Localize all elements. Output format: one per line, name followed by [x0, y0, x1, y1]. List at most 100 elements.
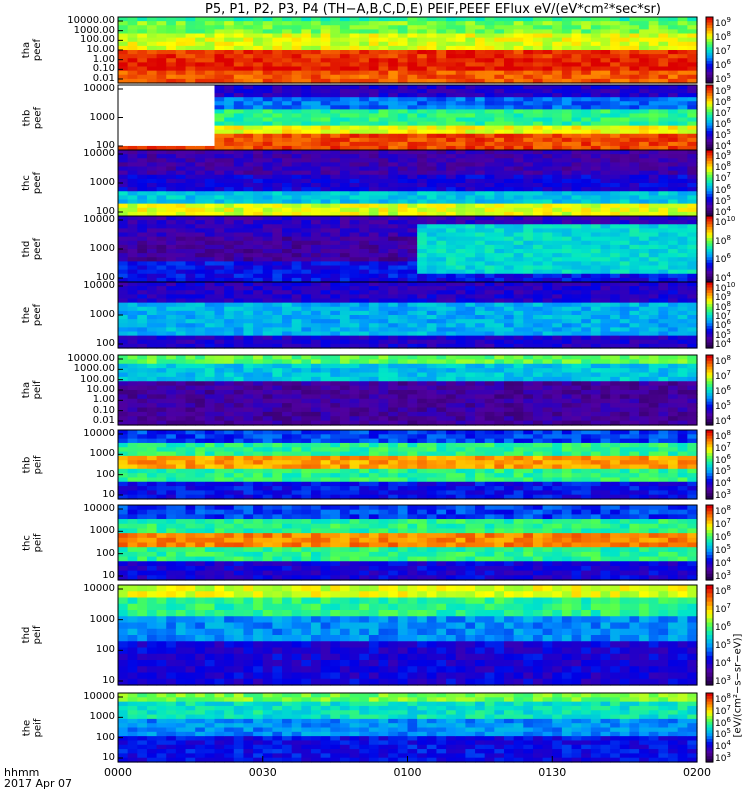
colorbar-step: [706, 265, 713, 269]
heatmap-cell: [127, 17, 138, 22]
heatmap-cell: [513, 133, 524, 139]
heatmap-cell: [523, 174, 534, 180]
heatmap-cell: [301, 21, 312, 26]
heatmap-cell: [494, 33, 505, 39]
heatmap-cell: [330, 101, 341, 106]
heatmap-cell: [214, 37, 225, 43]
heatmap-cell: [175, 211, 187, 217]
heatmap-cell: [301, 97, 312, 102]
heatmap-cell: [407, 150, 418, 155]
heatmap-cell: [262, 41, 273, 47]
colorbar-step: [706, 320, 713, 324]
heatmap-cell: [282, 236, 293, 242]
heatmap-cell: [204, 25, 216, 30]
heatmap-cell: [407, 257, 418, 262]
heatmap-cell: [542, 50, 553, 55]
heatmap-cell: [571, 228, 582, 234]
heatmap-cell: [320, 331, 331, 337]
heatmap-cell: [590, 101, 602, 106]
heatmap-cell: [571, 62, 582, 68]
heatmap-cell: [339, 137, 351, 143]
heatmap-cell: [504, 50, 515, 55]
heatmap-cell: [388, 298, 399, 304]
heatmap-cell: [687, 117, 698, 123]
heatmap-cell: [639, 29, 650, 35]
heatmap-cell: [204, 228, 216, 234]
heatmap-cell: [204, 29, 216, 35]
heatmap-cell: [330, 113, 341, 119]
heatmap-cell: [127, 45, 138, 51]
heatmap-cell: [378, 298, 389, 304]
heatmap-cell: [648, 269, 659, 275]
heatmap-cell: [291, 62, 302, 68]
heatmap-cell: [339, 54, 351, 59]
heatmap-cell: [175, 257, 187, 262]
heatmap-cell: [610, 195, 621, 201]
heatmap-cell: [426, 109, 438, 115]
heatmap-cell: [658, 331, 669, 337]
heatmap-cell: [523, 228, 534, 234]
heatmap-cell: [320, 244, 331, 250]
heatmap-cell: [378, 253, 389, 258]
heatmap-cell: [590, 298, 602, 304]
heatmap-cell: [175, 253, 187, 258]
heatmap-cell: [561, 240, 573, 246]
heatmap-cell: [532, 125, 544, 131]
heatmap-cell: [330, 97, 341, 102]
heatmap-cell: [494, 62, 505, 68]
heatmap-cell: [243, 286, 254, 291]
heatmap-cell: [262, 224, 273, 229]
heatmap-cell: [378, 290, 389, 295]
heatmap-cell: [330, 54, 341, 59]
heatmap-cell: [185, 150, 196, 155]
heatmap-cell: [359, 85, 370, 90]
heatmap-cell: [629, 54, 640, 59]
heatmap-cell: [185, 216, 196, 221]
heatmap-cell: [166, 117, 177, 123]
heatmap-cell: [146, 121, 158, 127]
heatmap-cell: [648, 211, 659, 217]
heatmap-cell: [436, 45, 447, 51]
heatmap-cell: [311, 323, 322, 328]
heatmap-cell: [504, 294, 515, 300]
heatmap-cell: [639, 327, 650, 333]
heatmap-cell: [291, 85, 302, 90]
heatmap-cell: [561, 105, 573, 110]
heatmap-cell: [542, 45, 553, 51]
heatmap-cell: [639, 224, 650, 229]
heatmap-cell: [388, 257, 399, 262]
heatmap-cell: [523, 105, 534, 110]
heatmap-cell: [494, 315, 505, 320]
heatmap-cell: [224, 240, 235, 246]
heatmap-cell: [166, 249, 177, 254]
heatmap-cell: [166, 257, 177, 262]
heatmap-cell: [330, 220, 341, 225]
heatmap-cell: [146, 174, 158, 180]
heatmap-cell: [378, 101, 389, 106]
heatmap-cell: [233, 269, 245, 275]
heatmap-cell: [610, 232, 621, 238]
heatmap-cell: [532, 154, 544, 159]
heatmap-cell: [446, 129, 457, 135]
heatmap-cell: [368, 50, 380, 55]
heatmap-cell: [552, 50, 563, 55]
heatmap-cell: [590, 37, 602, 43]
heatmap-cell: [243, 290, 254, 295]
heatmap-cell: [426, 162, 438, 168]
heatmap-cell: [484, 45, 495, 51]
heatmap-cell: [619, 41, 631, 47]
heatmap-cell: [320, 327, 331, 333]
heatmap-cell: [378, 105, 389, 110]
heatmap-cell: [600, 302, 611, 308]
heatmap-cell: [291, 97, 302, 102]
heatmap-cell: [204, 54, 216, 59]
heatmap-cell: [311, 211, 322, 217]
heatmap-cell: [668, 170, 679, 176]
heatmap-cell: [600, 129, 611, 135]
heatmap-cell: [166, 154, 177, 159]
heatmap-cell: [349, 50, 360, 55]
heatmap-cell: [590, 166, 602, 172]
heatmap-cell: [137, 244, 148, 250]
heatmap-cell: [455, 45, 466, 51]
heatmap-cell: [137, 78, 148, 84]
